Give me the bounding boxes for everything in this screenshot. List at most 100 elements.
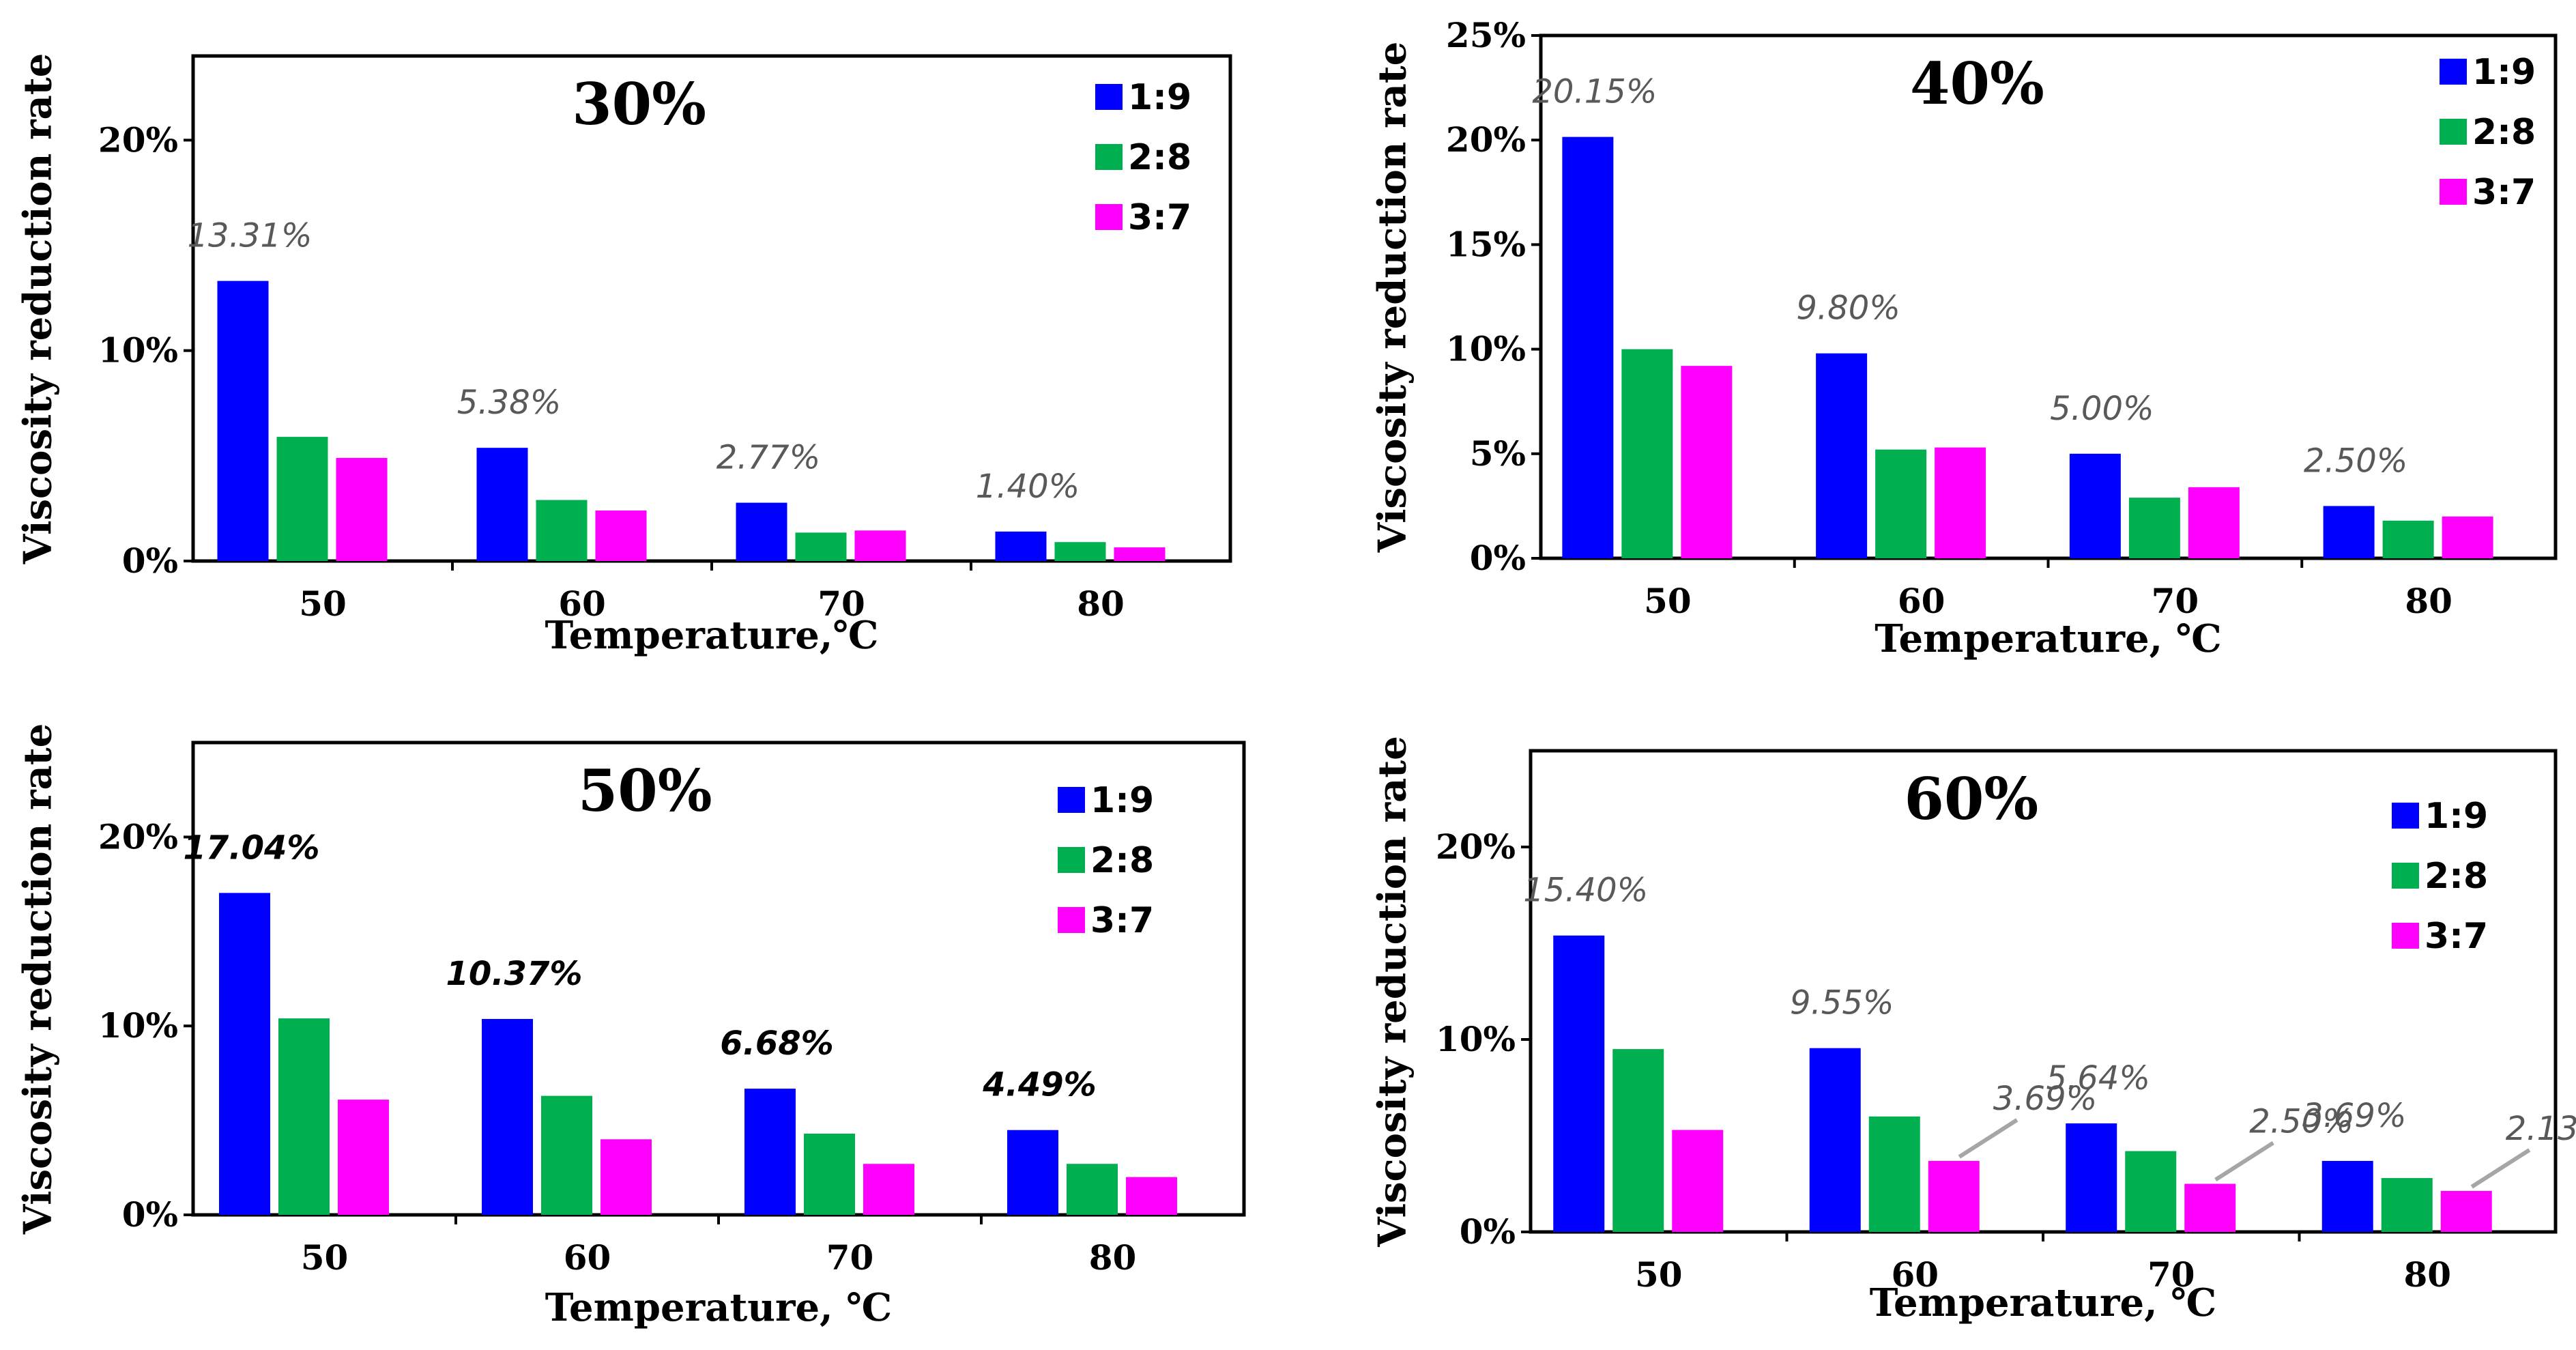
bar-2-8-70 — [2128, 498, 2180, 558]
x-tick-label: 70 — [2152, 581, 2199, 621]
y-tick-label: 20% — [98, 119, 178, 160]
data-label: 5.38% — [457, 384, 561, 422]
legend-label: 1:9 — [2472, 52, 2536, 93]
x-tick-label: 70 — [2147, 1254, 2195, 1295]
bar-2-8-50 — [1621, 349, 1673, 558]
chart-title: 40% — [1910, 50, 2044, 117]
bar-2-8-80 — [1067, 1164, 1118, 1215]
data-label: 20.15% — [1532, 73, 1657, 111]
y-tick-label: 5% — [1470, 433, 1526, 474]
data-label: 9.80% — [1796, 289, 1900, 328]
legend-label: 2:8 — [1090, 840, 1154, 881]
bar-1-9-80 — [2321, 1160, 2373, 1232]
x-axis-label: Temperature,℃ — [545, 613, 878, 658]
legend-swatch — [2392, 863, 2419, 889]
y-axis-label: Viscosity reduction rate — [16, 723, 61, 1235]
x-tick-label: 70 — [826, 1237, 874, 1278]
y-tick-label: 0% — [122, 541, 178, 581]
bar-2-8-60 — [541, 1095, 592, 1215]
bar-2-8-60 — [536, 500, 588, 561]
chart-title: 30% — [572, 70, 706, 138]
bar-1-9-70 — [744, 1089, 796, 1215]
x-tick-label: 60 — [558, 584, 606, 624]
bar-3-7-70 — [854, 530, 906, 561]
bar-1-9-50 — [219, 893, 270, 1215]
x-tick-label: 80 — [2403, 1254, 2451, 1295]
bar-1-9-50 — [217, 281, 269, 561]
bar-3-7-60 — [1935, 447, 1986, 558]
bar-1-9-50 — [1562, 137, 1614, 558]
x-tick-label: 80 — [2405, 581, 2452, 621]
x-tick-label: 60 — [1891, 1254, 1939, 1295]
data-label: 6.68% — [720, 1024, 834, 1063]
x-axis-label: Temperature, ℃ — [1875, 616, 2222, 661]
bar-3-7-50 — [338, 1100, 389, 1215]
data-label: 4.49% — [982, 1066, 1097, 1104]
legend-swatch — [1058, 787, 1085, 813]
chart-title: 50% — [578, 757, 712, 824]
y-axis-label: Viscosity reduction rate — [1370, 42, 1415, 554]
bar-2-8-60 — [1875, 449, 1927, 558]
legend-swatch — [1095, 204, 1123, 230]
y-tick-label: 20% — [1436, 827, 1516, 867]
bar-3-7-60 — [1928, 1160, 1980, 1232]
x-tick-label: 60 — [564, 1237, 611, 1278]
leader-line — [2470, 1148, 2531, 1189]
x-tick-label: 70 — [817, 584, 865, 624]
bar-2-8-80 — [2382, 520, 2434, 558]
x-tick-label: 80 — [1077, 584, 1125, 624]
data-label: 5.00% — [2050, 390, 2154, 428]
chart-panel-1: 0% 10% 20% 50 60 70 80 13.31% 5.38% 2.77% 1.40% 30%… — [16, 53, 1232, 658]
bar-3-7-50 — [336, 457, 388, 561]
legend-label: 1:9 — [2425, 796, 2488, 837]
y-axis-label: Viscosity reduction rate — [16, 53, 61, 565]
legend-label: 1:9 — [1128, 77, 1191, 118]
data-label: 2.13% — [2506, 1110, 2576, 1148]
data-label: 3.69% — [1993, 1080, 2097, 1118]
x-axis-label: Temperature, ℃ — [1870, 1280, 2217, 1325]
bar-3-7-70 — [2184, 1183, 2236, 1232]
chart-panel-2: 0% 5% 10% 15% 20% 25% 50 60 70 80 20.15% 9.80% 5.00%… — [1370, 15, 2558, 661]
bar-3-7-60 — [595, 511, 647, 561]
legend-label: 3:7 — [1090, 900, 1154, 941]
legend-label: 3:7 — [1128, 197, 1191, 238]
bar-2-8-50 — [1612, 1049, 1664, 1232]
chart-panel-3: 0% 10% 20% 50 60 70 80 17.04% 10.37% 6.68% 4.49% 50… — [16, 723, 1246, 1330]
bar-3-7-60 — [600, 1139, 652, 1215]
legend-swatch — [1058, 907, 1085, 933]
bar-2-8-50 — [276, 437, 328, 561]
legend-label: 3:7 — [2425, 916, 2488, 957]
x-tick-label: 80 — [1089, 1237, 1137, 1278]
bar-2-8-70 — [804, 1133, 855, 1215]
legend-label: 2:8 — [2425, 856, 2488, 897]
y-tick-label: 10% — [1436, 1019, 1516, 1059]
data-label: 2.50% — [2304, 442, 2407, 480]
bar-1-9-60 — [1809, 1048, 1861, 1232]
data-label: 13.31% — [187, 217, 312, 255]
bar-3-7-80 — [2440, 1190, 2492, 1232]
y-tick-label: 10% — [98, 1005, 178, 1046]
bar-2-8-70 — [795, 532, 847, 561]
legend-label: 2:8 — [2472, 112, 2536, 153]
data-label: 10.37% — [446, 955, 583, 993]
x-tick-label: 50 — [299, 584, 347, 624]
legend-swatch — [1095, 84, 1123, 110]
y-tick-label: 0% — [1470, 538, 1526, 578]
y-tick-label: 25% — [1446, 15, 1526, 55]
y-tick-label: 15% — [1446, 224, 1526, 264]
bar-3-7-50 — [1681, 366, 1733, 558]
y-tick-label: 10% — [98, 330, 178, 371]
legend-label: 2:8 — [1128, 137, 1191, 178]
bar-1-9-80 — [2323, 506, 2375, 558]
legend-swatch — [2392, 803, 2419, 829]
data-label: 2.50% — [2249, 1103, 2353, 1141]
bar-1-9-60 — [476, 448, 528, 561]
data-label: 1.40% — [976, 468, 1080, 506]
x-tick-label: 50 — [1644, 581, 1692, 621]
y-tick-label: 0% — [122, 1194, 178, 1235]
bar-2-8-50 — [278, 1018, 330, 1215]
legend-swatch — [2392, 923, 2419, 949]
bar-1-9-60 — [482, 1018, 533, 1215]
